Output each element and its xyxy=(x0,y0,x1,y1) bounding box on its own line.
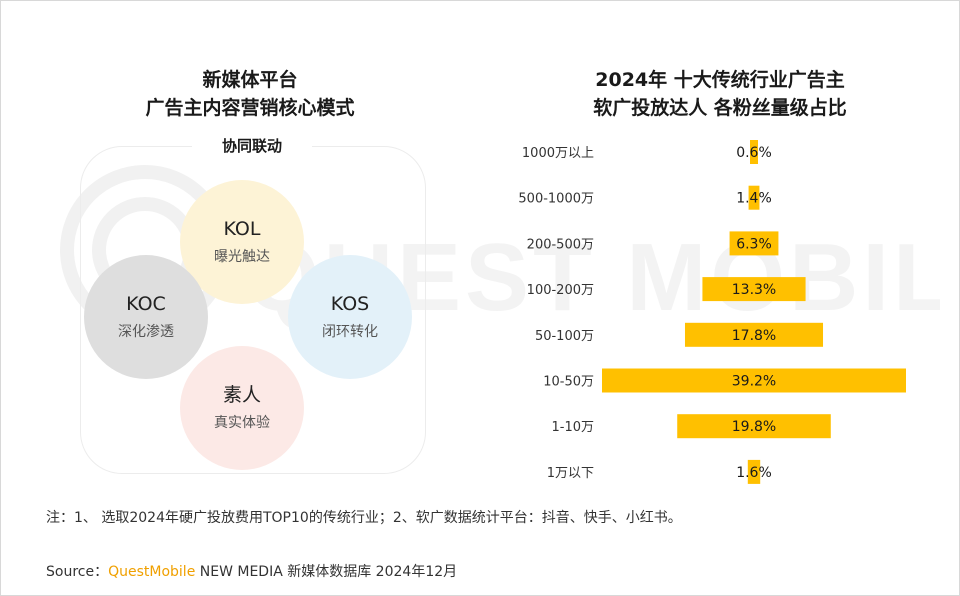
bar xyxy=(748,185,760,210)
source-rest: NEW MEDIA 新媒体数据库 2024年12月 xyxy=(195,564,458,580)
source-brand: QuestMobile xyxy=(108,564,196,580)
chart-title-line1: 2024年 十大传统行业广告主 xyxy=(595,69,845,91)
data-label: 1.6% xyxy=(736,465,772,481)
chart-title: 2024年 十大传统行业广告主 软广投放达人 各粉丝量级占比 xyxy=(500,66,940,122)
category-label: 1-10万 xyxy=(551,420,594,435)
bar xyxy=(702,277,806,302)
suren-circle: 素人 真实体验 xyxy=(180,346,304,470)
category-label: 200-500万 xyxy=(527,237,594,252)
data-label: 17.8% xyxy=(732,328,776,344)
koc-circle: KOC 深化渗透 xyxy=(84,255,208,379)
kol-desc: 曝光触达 xyxy=(214,249,270,265)
kos-desc: 闭环转化 xyxy=(322,324,378,340)
suren-name: 素人 xyxy=(222,384,261,406)
footnote: 注：1、 选取2024年硬广投放费用TOP10的传统行业；2、软广数据统计平台：… xyxy=(46,510,682,526)
koc-desc: 深化渗透 xyxy=(118,324,174,340)
bar xyxy=(684,322,824,347)
bar xyxy=(747,459,761,484)
collaboration-box-title: 协同联动 xyxy=(192,135,312,157)
source-line: Source：QuestMobile NEW MEDIA 新媒体数据库 2024… xyxy=(46,562,457,582)
bar xyxy=(750,140,758,164)
kol-circle: KOL 曝光触达 xyxy=(180,180,304,304)
left-title-line2: 广告主内容营销核心模式 xyxy=(145,97,355,119)
follower-tier-bar-chart: 1000万以上 0.6% 500-1000万 1.4% 200-500万 6.3% 100-… xyxy=(518,140,906,484)
source-prefix: Source： xyxy=(46,564,109,580)
category-label: 1万以下 xyxy=(547,466,594,481)
data-label: 13.3% xyxy=(732,282,776,298)
category-label: 50-100万 xyxy=(535,329,594,344)
kol-name: KOL xyxy=(223,218,261,240)
data-label: 19.8% xyxy=(732,419,776,435)
left-title-line1: 新媒体平台 xyxy=(202,69,298,91)
kos-name: KOS xyxy=(330,293,370,315)
category-label: 100-200万 xyxy=(527,283,594,298)
category-label: 1000万以上 xyxy=(522,146,594,161)
data-label: 1.4% xyxy=(736,191,772,207)
category-label: 500-1000万 xyxy=(518,192,594,207)
left-title: 新媒体平台 广告主内容营销核心模式 xyxy=(60,66,440,122)
chart-title-line2: 软广投放达人 各粉丝量级占比 xyxy=(593,97,847,119)
data-label: 6.3% xyxy=(736,236,772,252)
suren-desc: 真实体验 xyxy=(214,415,270,431)
category-label: 10-50万 xyxy=(543,375,594,390)
data-label: 0.6% xyxy=(736,145,772,161)
bar xyxy=(602,368,906,393)
kos-circle: KOS 闭环转化 xyxy=(288,255,412,379)
koc-name: KOC xyxy=(126,293,166,315)
bar xyxy=(729,231,779,256)
bar xyxy=(677,414,831,439)
data-label: 39.2% xyxy=(732,374,776,390)
